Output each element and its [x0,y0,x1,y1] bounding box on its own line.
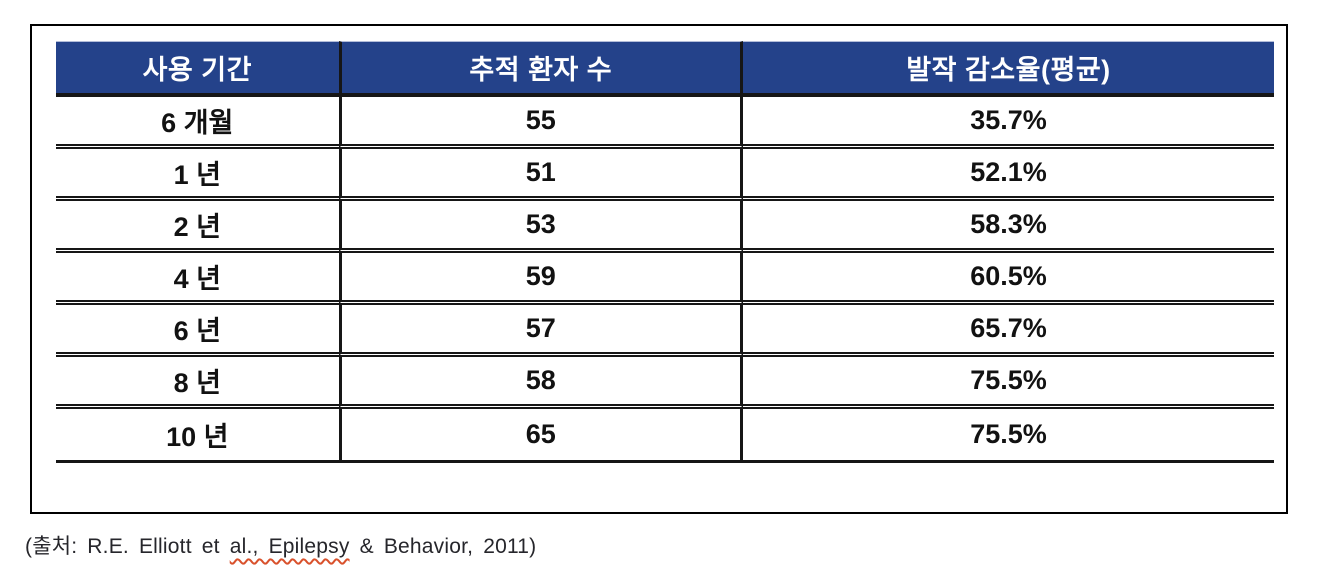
citation-suffix: & Behavior, 2011) [349,535,537,558]
table-row: 1 년 51 52.1% [56,149,1274,201]
table-row: 10 년 65 75.5% [56,409,1274,463]
citation-prefix: (출처: R.E. Elliott et [25,535,230,558]
reduction-cell: 75.5% [742,357,1274,409]
patients-cell: 65 [338,409,743,463]
patients-cell: 53 [338,201,743,253]
patients-cell: 59 [338,253,743,305]
header-seizure-reduction: 발작 감소율(평균) [742,41,1274,97]
reduction-cell: 35.7% [742,97,1274,149]
period-cell: 6 년 [56,305,339,357]
period-cell: 8 년 [56,357,339,409]
reduction-cell: 65.7% [742,305,1274,357]
reduction-cell: 75.5% [742,409,1274,463]
period-cell: 6 개월 [56,97,339,149]
reduction-cell: 60.5% [742,253,1274,305]
patients-cell: 58 [338,357,743,409]
patients-cell: 51 [338,149,743,201]
table-row: 6 년 57 65.7% [56,305,1274,357]
table-row: 8 년 58 75.5% [56,357,1274,409]
patients-cell: 57 [338,305,743,357]
table-row: 2 년 53 58.3% [56,201,1274,253]
period-cell: 1 년 [56,149,339,201]
patients-cell: 55 [338,97,743,149]
reduction-cell: 52.1% [742,149,1274,201]
period-cell: 4 년 [56,253,339,305]
period-cell: 10 년 [56,409,339,463]
source-citation: (출처: R.E. Elliott et al., Epilepsy & Beh… [25,530,536,560]
table-row: 6 개월 55 35.7% [56,97,1274,149]
table-row: 4 년 59 60.5% [56,253,1274,305]
reduction-cell: 58.3% [742,201,1274,253]
header-usage-period: 사용 기간 [56,41,339,97]
spellcheck-flagged-text: al., Epilepsy [229,535,350,558]
header-patients-followed: 추적 환자 수 [338,41,743,97]
header-row: 사용 기간 추적 환자 수 발작 감소율(평균) [56,41,1274,97]
period-cell: 2 년 [56,201,339,253]
follow-up-results-table: 사용 기간 추적 환자 수 발작 감소율(평균) 6 개월 55 35.7% 1… [56,41,1274,463]
